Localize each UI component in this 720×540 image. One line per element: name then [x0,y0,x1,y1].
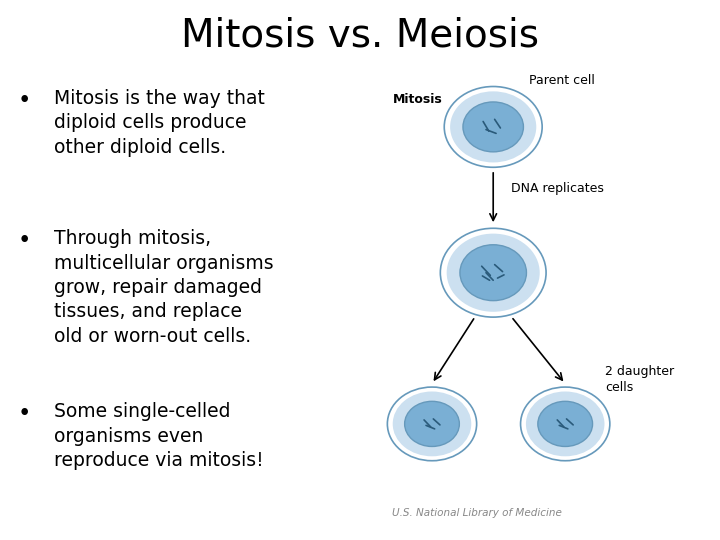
Text: Through mitosis,
multicellular organisms
grow, repair damaged
tissues, and repla: Through mitosis, multicellular organisms… [54,230,274,346]
Text: Parent cell: Parent cell [529,75,595,87]
Ellipse shape [444,86,542,167]
Text: •: • [18,402,32,426]
Text: Mitosis vs. Meiosis: Mitosis vs. Meiosis [181,16,539,54]
Ellipse shape [405,401,459,447]
Ellipse shape [450,91,536,163]
Text: Mitosis: Mitosis [392,93,442,106]
Text: •: • [18,230,32,253]
Ellipse shape [446,234,540,312]
Text: Some single-celled
organisms even
reproduce via mitosis!: Some single-celled organisms even reprod… [54,402,264,470]
Text: •: • [18,89,32,112]
Ellipse shape [441,228,546,317]
Ellipse shape [538,401,593,447]
Text: 2 daughter
cells: 2 daughter cells [605,365,674,394]
Ellipse shape [526,392,605,456]
Text: Mitosis is the way that
diploid cells produce
other diploid cells.: Mitosis is the way that diploid cells pr… [54,89,265,157]
Ellipse shape [521,387,610,461]
Text: DNA replicates: DNA replicates [511,181,604,194]
Ellipse shape [387,387,477,461]
Ellipse shape [460,245,526,301]
Ellipse shape [463,102,523,152]
Ellipse shape [392,392,472,456]
Text: U.S. National Library of Medicine: U.S. National Library of Medicine [392,508,562,518]
